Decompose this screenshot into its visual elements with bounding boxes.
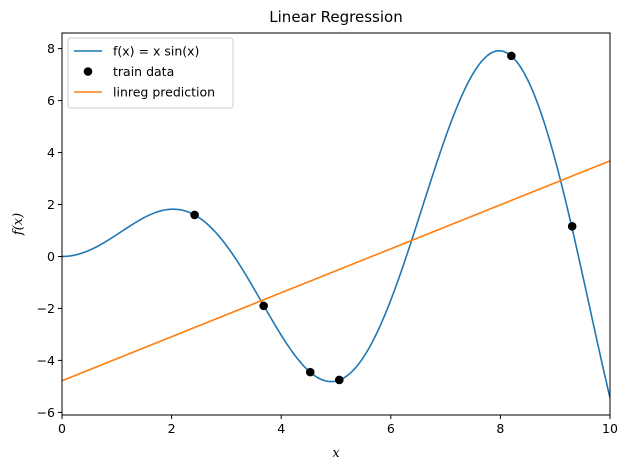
series-layer [62, 49, 610, 399]
y-tick-label: 2 [47, 197, 55, 212]
train-data-point [190, 210, 199, 220]
y-tick-label: −4 [37, 353, 55, 368]
x-tick-label: 8 [496, 421, 504, 436]
x-tick-label: 2 [168, 421, 176, 436]
legend-swatch-marker [83, 67, 93, 76]
y-axis: −6 −4 −2 0 2 4 6 8 [37, 41, 62, 420]
x-tick-label: 10 [602, 421, 618, 436]
y-tick-label: 8 [47, 41, 55, 56]
x-tick-label: 0 [58, 421, 66, 436]
legend-label: f(x) = x sin(x) [113, 44, 199, 59]
x-tick-label: 6 [387, 421, 395, 436]
y-tick-label: 6 [47, 93, 55, 108]
legend: f(x) = x sin(x) train data linreg predicti… [67, 37, 234, 109]
chart-title: Linear Regression [269, 8, 402, 26]
x-axis-title: x [332, 446, 340, 461]
y-tick-label: −6 [37, 405, 55, 420]
y-tick-label: −2 [37, 301, 55, 316]
train-data-point [334, 375, 344, 385]
x-tick-label: 4 [277, 421, 285, 436]
legend-box [67, 37, 234, 109]
train-data-point [305, 367, 315, 377]
y-axis-title: f(x) [11, 213, 26, 236]
train-data-point [259, 301, 268, 311]
train-data-point [567, 222, 577, 231]
x-axis: 0 2 4 6 8 10 [58, 415, 618, 436]
legend-label: train data [113, 64, 174, 79]
y-tick-label: 0 [47, 249, 55, 264]
legend-label: linreg prediction [113, 85, 215, 100]
y-tick-label: 4 [47, 145, 55, 160]
regression-line [62, 160, 610, 382]
train-data-point [507, 51, 516, 61]
plot-frame [61, 32, 611, 416]
